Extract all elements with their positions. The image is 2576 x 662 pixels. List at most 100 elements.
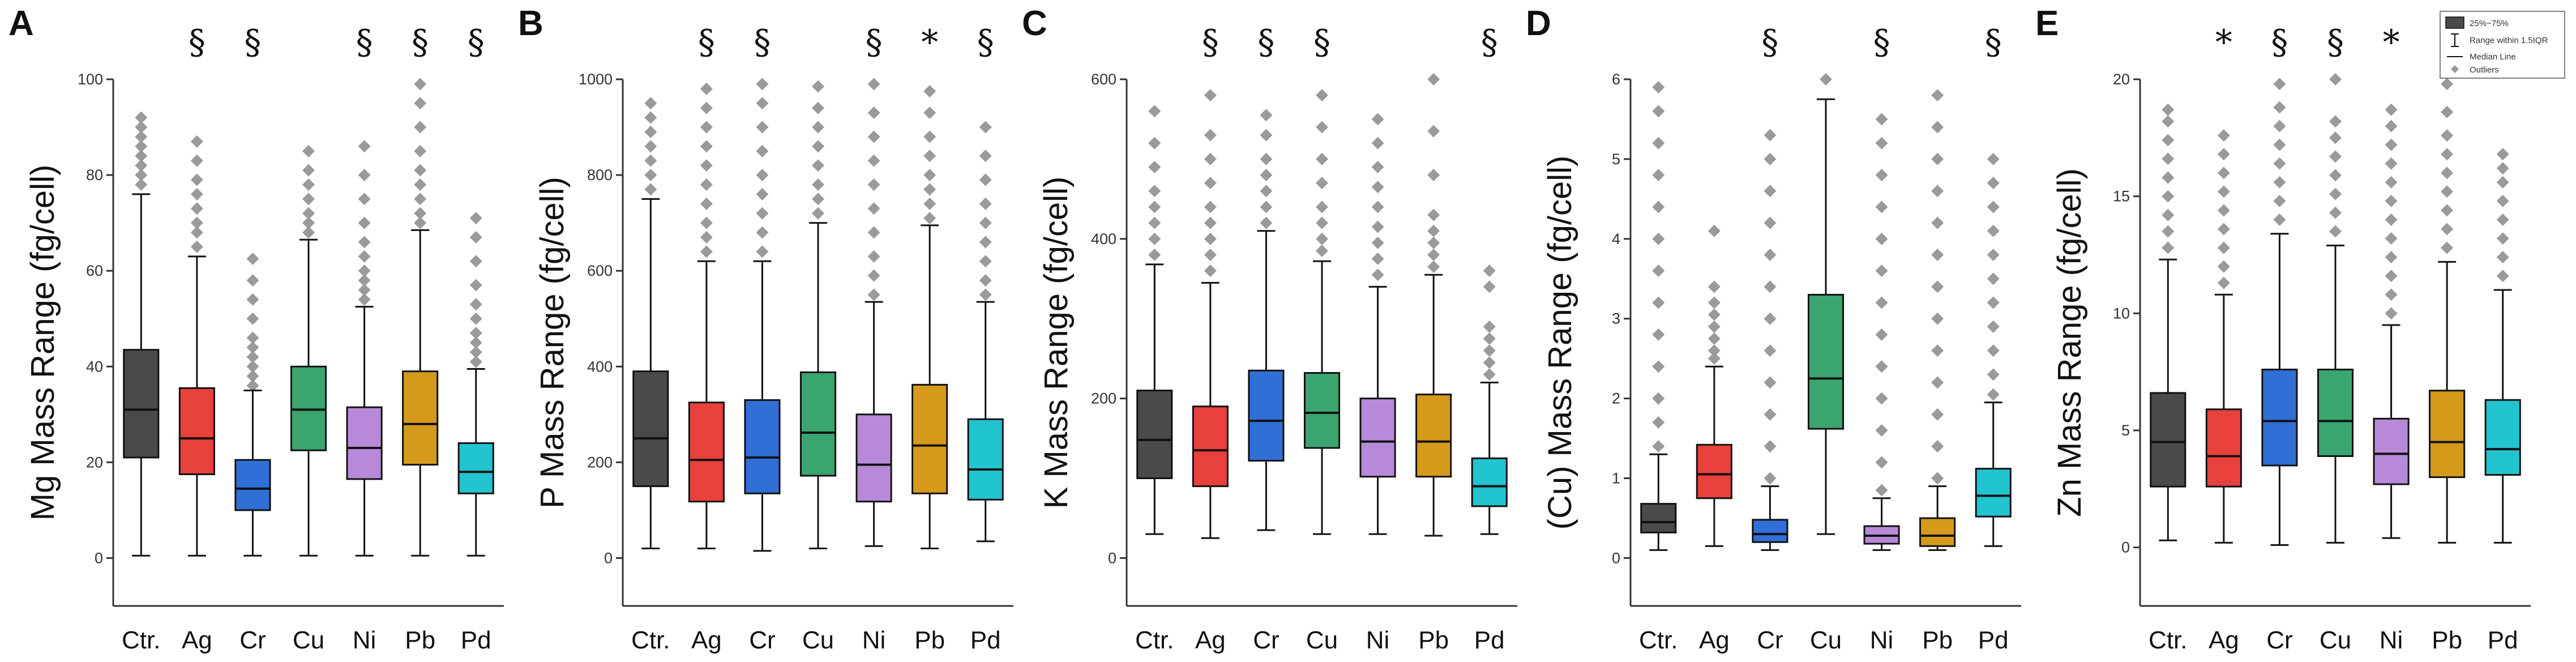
x-category-label: Pb bbox=[1922, 626, 1953, 654]
legend: 25%~75% Range within 1.5IQR Median Line Out… bbox=[2440, 11, 2565, 79]
x-category-label: Pb bbox=[1418, 626, 1449, 654]
iqr-box bbox=[234, 459, 271, 511]
outlier-point bbox=[302, 216, 315, 229]
outlier-point bbox=[756, 169, 769, 182]
outlier-point bbox=[135, 159, 148, 172]
outlier-point bbox=[2496, 148, 2509, 161]
box-pd bbox=[457, 212, 494, 557]
outlier-point bbox=[1875, 456, 1888, 469]
significance-mark: * bbox=[921, 23, 938, 62]
significance-mark: § bbox=[1761, 23, 1778, 62]
x-category-label: Ctr. bbox=[1135, 626, 1174, 654]
x-category-label: Ni bbox=[1366, 626, 1390, 654]
outlier-point bbox=[979, 288, 992, 301]
panel-letter: A bbox=[8, 4, 34, 43]
outlier-point bbox=[2162, 225, 2175, 238]
box-pd bbox=[1975, 152, 2012, 547]
x-category-label: Pb bbox=[405, 626, 435, 654]
legend-box-label: 25%~75% bbox=[2470, 19, 2509, 28]
iqr-box bbox=[1303, 372, 1341, 449]
outlier-point bbox=[979, 216, 992, 229]
iqr-box bbox=[1248, 369, 1285, 462]
iqr-box bbox=[1136, 390, 1173, 480]
iqr-box bbox=[632, 370, 669, 488]
outlier-point bbox=[700, 121, 713, 134]
significance-mark: § bbox=[189, 23, 206, 62]
outlier-point bbox=[469, 298, 482, 311]
iqr-box bbox=[123, 349, 160, 459]
iqr-box bbox=[1415, 394, 1452, 478]
significance-mark: § bbox=[2271, 23, 2288, 62]
outlier-point bbox=[1652, 169, 1665, 182]
x-category-label: Ctr. bbox=[631, 626, 670, 654]
outlier-point bbox=[302, 193, 315, 206]
outlier-point bbox=[2496, 176, 2509, 189]
outlier-point bbox=[469, 327, 482, 340]
outlier-point bbox=[135, 169, 148, 182]
outlier-point bbox=[190, 173, 203, 186]
outlier-point bbox=[358, 264, 371, 277]
iqr-box bbox=[1471, 457, 1508, 507]
outlier-point bbox=[644, 169, 657, 182]
x-category-label: Pd bbox=[1978, 626, 2009, 654]
outlier-point bbox=[644, 111, 657, 124]
outlier-point bbox=[2329, 131, 2342, 144]
outlier-point bbox=[2385, 213, 2398, 226]
outlier-point bbox=[414, 193, 427, 206]
x-category-label: Pd bbox=[1474, 626, 1505, 654]
outlier-point bbox=[246, 370, 259, 383]
outlier-point bbox=[1875, 392, 1888, 405]
outlier-point bbox=[1204, 89, 1217, 102]
outlier-point bbox=[2273, 176, 2286, 189]
significance-mark: § bbox=[1873, 23, 1890, 62]
significance-mark: § bbox=[356, 23, 373, 62]
outlier-point bbox=[756, 97, 769, 110]
panel-letter: C bbox=[1022, 4, 1047, 43]
outlier-point bbox=[1371, 113, 1384, 126]
outlier-point bbox=[1652, 296, 1665, 309]
y-tick-label: 20 bbox=[86, 454, 103, 471]
outlier-point bbox=[1427, 224, 1440, 237]
outlier-point bbox=[1260, 216, 1273, 229]
outlier-point bbox=[1371, 136, 1384, 150]
outlier-point bbox=[1316, 244, 1328, 257]
outlier-point bbox=[2385, 232, 2398, 245]
outlier-point bbox=[414, 164, 427, 177]
outlier-point bbox=[469, 212, 482, 225]
outlier-point bbox=[2441, 105, 2454, 118]
outlier-point bbox=[1260, 200, 1273, 213]
outlier-point bbox=[867, 250, 880, 263]
y-tick-label: 200 bbox=[587, 454, 613, 471]
outlier-point bbox=[1204, 232, 1217, 245]
outlier-point bbox=[1987, 152, 2000, 165]
outlier-point bbox=[190, 240, 203, 253]
y-tick-label: 800 bbox=[587, 166, 613, 183]
outlier-point bbox=[2217, 276, 2230, 289]
outlier-point bbox=[1371, 268, 1384, 281]
y-tick-label: 0 bbox=[1108, 549, 1116, 566]
outlier-point bbox=[756, 78, 769, 91]
outlier-point bbox=[2273, 157, 2286, 170]
outlier-point bbox=[700, 159, 713, 172]
outlier-point bbox=[1204, 200, 1217, 213]
outlier-point bbox=[1483, 332, 1496, 345]
outlier-point bbox=[2496, 162, 2509, 175]
panel-d: D (Cu) Mass Range (fg/cell) 0 1 2 3 4 5 6 Ctr. Ag C… bbox=[1526, 4, 2021, 654]
outlier-point bbox=[469, 345, 482, 358]
outlier-point bbox=[414, 97, 427, 110]
outlier-point bbox=[2496, 213, 2509, 226]
outlier-point bbox=[2217, 148, 2230, 161]
box-pb bbox=[912, 85, 948, 550]
outlier-point bbox=[414, 178, 427, 191]
outlier-point bbox=[867, 106, 880, 119]
outlier-point bbox=[1148, 105, 1161, 118]
outlier-point bbox=[1875, 200, 1888, 213]
y-tick-label: 20 bbox=[2113, 71, 2130, 88]
box-cr bbox=[234, 253, 271, 557]
x-category-label: Ctr. bbox=[1639, 626, 1678, 654]
box-ag bbox=[2205, 129, 2242, 544]
outlier-point bbox=[1931, 344, 1944, 357]
x-category-label: Pb bbox=[2432, 626, 2462, 654]
iqr-box bbox=[799, 371, 837, 477]
outlier-point bbox=[1987, 177, 2000, 190]
